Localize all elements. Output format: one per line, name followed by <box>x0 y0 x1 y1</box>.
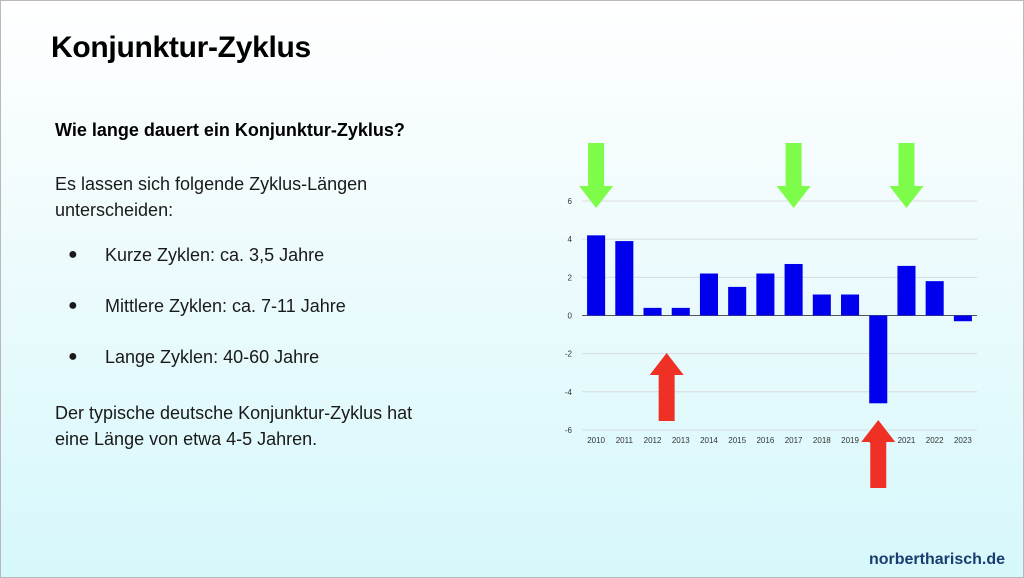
green-down-arrow-icon <box>889 143 924 208</box>
question-heading: Wie lange dauert ein Konjunktur-Zyklus? <box>55 120 405 140</box>
list-item-text: Lange Zyklen: 40-60 Jahre <box>105 347 320 367</box>
list-item-text: Mittlere Zyklen: ca. 7-11 Jahre <box>105 296 346 316</box>
intro-text: Es lassen sich folgende Zyklus-Längen un… <box>55 174 368 220</box>
red-up-arrow-icon <box>861 420 896 488</box>
bar-2015 <box>728 286 747 316</box>
red-up-arrow-icon <box>649 353 684 421</box>
bar-2014 <box>699 273 718 316</box>
x-tick-label: 2022 <box>926 436 944 445</box>
y-tick-label: -6 <box>565 426 573 435</box>
bar-2017 <box>784 263 803 316</box>
y-tick-label: 2 <box>568 273 573 282</box>
y-tick-label: 4 <box>568 235 573 244</box>
bar-2021 <box>897 265 916 316</box>
bullet-icon: ● <box>68 297 78 314</box>
bar-2016 <box>756 273 775 316</box>
bullet-icon: ● <box>68 348 78 365</box>
y-tick-label: -2 <box>565 350 573 359</box>
x-tick-label: 2017 <box>785 436 803 445</box>
bar-2018 <box>812 294 831 316</box>
x-tick-label: 2016 <box>756 436 774 445</box>
y-tick-label: 0 <box>568 312 573 321</box>
x-tick-label: 2012 <box>644 436 662 445</box>
green-down-arrow-icon <box>579 143 614 208</box>
x-tick-label: 2011 <box>616 436 634 445</box>
bar-2023 <box>953 315 972 322</box>
x-tick-label: 2019 <box>841 436 859 445</box>
closing-text: Der typische deutsche Konjunktur-Zyklus … <box>55 403 413 449</box>
bar-2019 <box>841 294 860 316</box>
x-tick-label: 2018 <box>813 436 831 445</box>
footer-website: norbertharisch.de <box>868 551 1005 568</box>
x-tick-label: 2014 <box>700 436 718 445</box>
x-tick-label: 2013 <box>672 436 690 445</box>
bar-2013 <box>671 307 690 316</box>
x-tick-label: 2021 <box>898 436 916 445</box>
bullet-icon: ● <box>68 246 78 263</box>
green-down-arrow-icon <box>776 143 811 208</box>
bar-2012 <box>643 307 662 316</box>
bar-2010 <box>587 235 606 316</box>
y-tick-label: 6 <box>568 197 573 206</box>
slide-title: Konjunktur-Zyklus <box>51 31 311 64</box>
x-tick-label: 2023 <box>954 436 972 445</box>
bar-2022 <box>925 281 944 316</box>
bar-2011 <box>615 241 634 316</box>
x-tick-label: 2015 <box>728 436 746 445</box>
x-tick-label: 2010 <box>587 436 605 445</box>
list-item-text: Kurze Zyklen: ca. 3,5 Jahre <box>105 245 325 265</box>
bar-2020 <box>869 315 888 404</box>
y-tick-label: -4 <box>565 388 573 397</box>
